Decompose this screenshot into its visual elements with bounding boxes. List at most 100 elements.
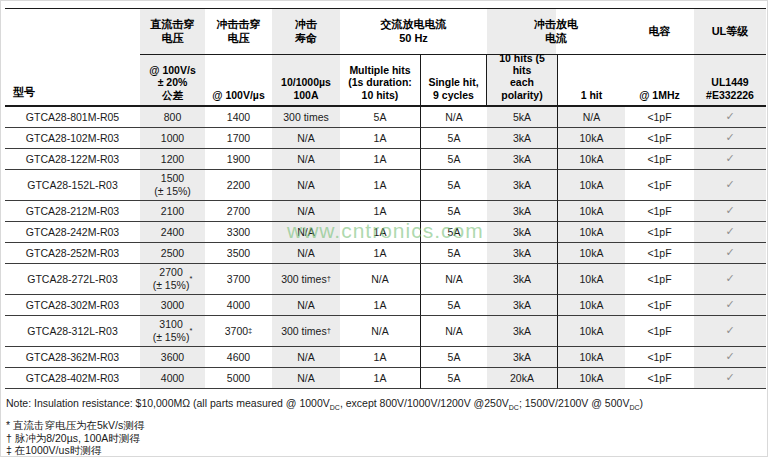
model-cell: GTCA28-402M-R03	[5, 368, 140, 389]
table-cell: 3kA	[487, 295, 558, 316]
footnotes: * 直流击穿电压为在5kV/s测得 † 脉冲为8/20µs, 100A时测得 ‡…	[6, 419, 767, 457]
table-cell: 5A	[421, 170, 487, 201]
table-cell: 5kA	[487, 107, 558, 128]
column-sub-header: @ 1MHz	[625, 55, 694, 107]
table-cell: N/A	[272, 347, 340, 368]
insulation-resistance-note: Note: Insulation resistance: $10,000MΩ (…	[6, 397, 767, 409]
model-cell: GTCA28-252M-R03	[5, 243, 140, 264]
column-group-header: 冲击寿命	[272, 9, 340, 55]
column-group-header: 冲击击穿电压	[205, 9, 272, 55]
table-cell: 20kA	[487, 368, 558, 389]
table-cell: 4000	[140, 368, 205, 389]
table-cell: 1A	[340, 243, 421, 264]
model-cell: GTCA28-801M-R05	[5, 107, 140, 128]
table-cell: 1700	[205, 128, 272, 149]
table-cell: 10kA	[558, 149, 625, 170]
table-cell: <1pF	[625, 170, 694, 201]
table-cell: 2500	[140, 243, 205, 264]
table-cell: N/A	[272, 149, 340, 170]
table-cell: 4600	[205, 347, 272, 368]
table-cell: 10kA	[558, 128, 625, 149]
table-cell: <1pF	[625, 107, 694, 128]
table-cell: 1900	[205, 149, 272, 170]
table-cell: 1500(± 15%)	[140, 170, 205, 201]
table-cell: 2700(± 15%)*	[140, 264, 205, 295]
ul-check-cell: ✓	[694, 222, 766, 243]
table-cell: N/A	[421, 264, 487, 295]
ul-check-cell: ✓	[694, 295, 766, 316]
column-group-header: 直流击穿电压	[140, 9, 205, 55]
table-cell: 10kA	[558, 368, 625, 389]
table-cell: 5A	[421, 201, 487, 222]
column-sub-header: 1 hit	[558, 55, 625, 107]
table-cell: 2400	[140, 222, 205, 243]
table-cell: 1A	[340, 201, 421, 222]
table-cell: 5A	[340, 107, 421, 128]
table-cell: 10kA	[558, 222, 625, 243]
table-cell: N/A	[340, 264, 421, 295]
footnote-asterisk: * 直流击穿电压为在5kV/s测得	[6, 419, 767, 432]
table-cell: 2200	[205, 170, 272, 201]
table-cell: N/A	[558, 107, 625, 128]
table-cell: <1pF	[625, 201, 694, 222]
table-cell: N/A	[272, 222, 340, 243]
ul-check-cell: ✓	[694, 347, 766, 368]
table-cell: <1pF	[625, 347, 694, 368]
ul-check-cell: ✓	[694, 201, 766, 222]
ul-check-cell: ✓	[694, 243, 766, 264]
ul-check-cell: ✓	[694, 128, 766, 149]
spec-table: 型号 直流击穿电压冲击击穿电压冲击寿命交流放电电流50 Hz冲击放电电流电容UL…	[5, 8, 766, 389]
table-cell: 3kA	[487, 222, 558, 243]
table-cell: 10kA	[558, 243, 625, 264]
ul-check-cell: ✓	[694, 170, 766, 201]
table-cell: 3kA	[487, 264, 558, 295]
table-cell: N/A	[272, 201, 340, 222]
model-cell: GTCA28-212M-R03	[5, 201, 140, 222]
table-cell: 1A	[340, 347, 421, 368]
table-cell: <1pF	[625, 128, 694, 149]
model-cell: GTCA28-272L-R03	[5, 264, 140, 295]
table-cell: 300 times†	[272, 316, 340, 347]
table-cell: 3kA	[487, 316, 558, 347]
table-cell: 3kA	[487, 201, 558, 222]
table-cell: 1000	[140, 128, 205, 149]
table-cell: 3kA	[487, 128, 558, 149]
table-cell: 1400	[205, 107, 272, 128]
model-cell: GTCA28-152L-R03	[5, 170, 140, 201]
table-cell: 3700	[205, 264, 272, 295]
table-cell: 4000	[205, 295, 272, 316]
table-cell: 5A	[421, 149, 487, 170]
table-cell: 10kA	[558, 347, 625, 368]
table-cell: 3300	[205, 222, 272, 243]
table-cell: <1pF	[625, 316, 694, 347]
column-sub-header: 10/1000µs100A	[272, 55, 340, 107]
table-cell: 1A	[340, 170, 421, 201]
table-cell: 5000	[205, 368, 272, 389]
model-cell: GTCA28-362M-R03	[5, 347, 140, 368]
ul-check-cell: ✓	[694, 264, 766, 295]
table-cell: 10kA	[558, 295, 625, 316]
table-cell: 1A	[340, 222, 421, 243]
column-group-header: 冲击放电电流	[487, 9, 625, 55]
column-sub-header: Multiple hits(1s duration:10 hits)	[340, 55, 421, 107]
table-cell: N/A	[272, 243, 340, 264]
table-cell: 3000	[140, 295, 205, 316]
table-cell: 3500	[205, 243, 272, 264]
table-cell: 3700‡	[205, 316, 272, 347]
model-cell: GTCA28-242M-R03	[5, 222, 140, 243]
table-cell: 1A	[340, 128, 421, 149]
table-cell: 3100(± 15%)*	[140, 316, 205, 347]
table-cell: <1pF	[625, 295, 694, 316]
table-cell: 800	[140, 107, 205, 128]
column-group-header: 电容	[625, 9, 694, 55]
table-cell: <1pF	[625, 243, 694, 264]
column-sub-header: @ 100V/µs	[205, 55, 272, 107]
ul-check-cell: ✓	[694, 149, 766, 170]
table-cell: 1200	[140, 149, 205, 170]
table-cell: N/A	[272, 368, 340, 389]
table-cell: 3kA	[487, 243, 558, 264]
table-cell: N/A	[272, 295, 340, 316]
footnote-dagger: † 脉冲为8/20µs, 100A时测得	[6, 432, 767, 445]
column-group-header: UL等级	[694, 9, 766, 55]
table-cell: <1pF	[625, 222, 694, 243]
